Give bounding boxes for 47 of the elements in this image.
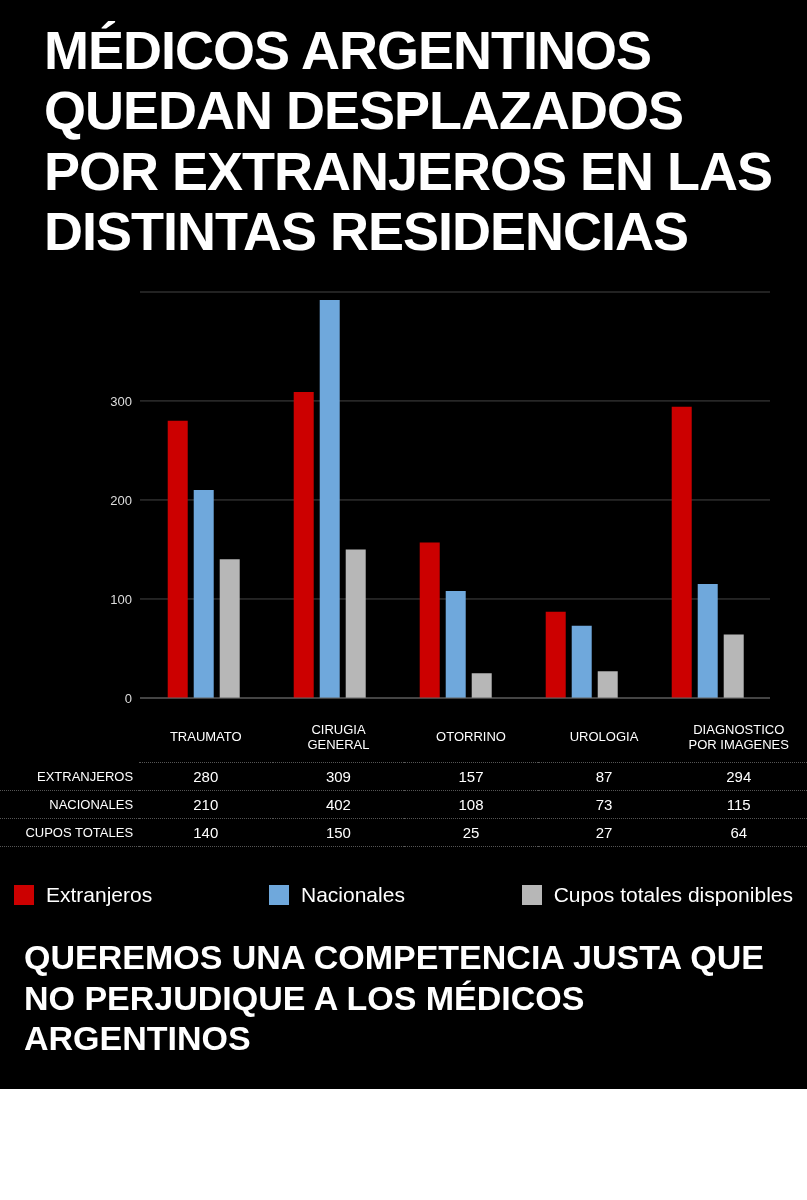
legend-label: Nacionales [300, 882, 405, 907]
data-label: 402 [272, 790, 405, 819]
data-label: 210 [139, 790, 273, 819]
y-tick-label: 300 [110, 393, 132, 409]
y-tick-label: 100 [110, 591, 132, 607]
bar [419, 542, 440, 698]
legend-label: Extranjeros [45, 882, 153, 907]
data-label: 64 [670, 818, 807, 847]
bar [167, 420, 188, 698]
y-tick-label: 200 [110, 492, 132, 508]
data-label: 27 [537, 818, 671, 847]
bar [471, 673, 492, 698]
data-label: 87 [537, 762, 671, 791]
x-tick-label: UROLOGIA [537, 711, 671, 763]
bar [445, 590, 466, 698]
x-tick-label: OTORRINO [404, 711, 538, 763]
bar [319, 299, 340, 698]
bar [345, 549, 366, 698]
chart-title: MÉDICOS ARGENTINOS QUEDAN DESPLAZADOS POR EXTRANJEROS EN LAS DISTINTAS RESIDENCIAS [43, 20, 774, 264]
data-label: 280 [139, 762, 273, 791]
text: NACIONALES [0, 790, 140, 819]
bar [545, 611, 566, 698]
bar [219, 559, 240, 698]
bar [193, 489, 214, 698]
bar [293, 391, 314, 698]
bar [723, 634, 744, 698]
x-tick-label: DIAGNOSTICO POR IMAGENES [670, 711, 807, 763]
data-label: 150 [272, 818, 405, 847]
data-label: 140 [139, 818, 273, 847]
x-tick-label: TRAUMATO [139, 711, 273, 763]
text: EXTRANJEROS [0, 762, 140, 791]
data-label: 108 [404, 790, 538, 819]
data-label: 157 [404, 762, 538, 791]
data-label: 294 [670, 762, 807, 791]
legend-label: Cupos totales disponibles [552, 882, 793, 907]
bar [597, 671, 618, 698]
data-label: 25 [404, 818, 538, 847]
data-label: 73 [537, 790, 671, 819]
x-tick-label: CIRUGIA GENERAL [272, 711, 405, 763]
bar [671, 406, 692, 698]
text: QUEREMOS UNA COMPETENCIA JUSTA QUE NO PERJUDIQUE A LOS MÉDICOS ARGENTINOS [23, 936, 765, 1060]
bar [697, 584, 718, 698]
data-label: 309 [272, 762, 405, 791]
data-label: 115 [670, 790, 807, 819]
y-tick-label: 0 [124, 690, 132, 706]
bar [571, 625, 592, 698]
text: CUPOS TOTALES [0, 818, 140, 847]
